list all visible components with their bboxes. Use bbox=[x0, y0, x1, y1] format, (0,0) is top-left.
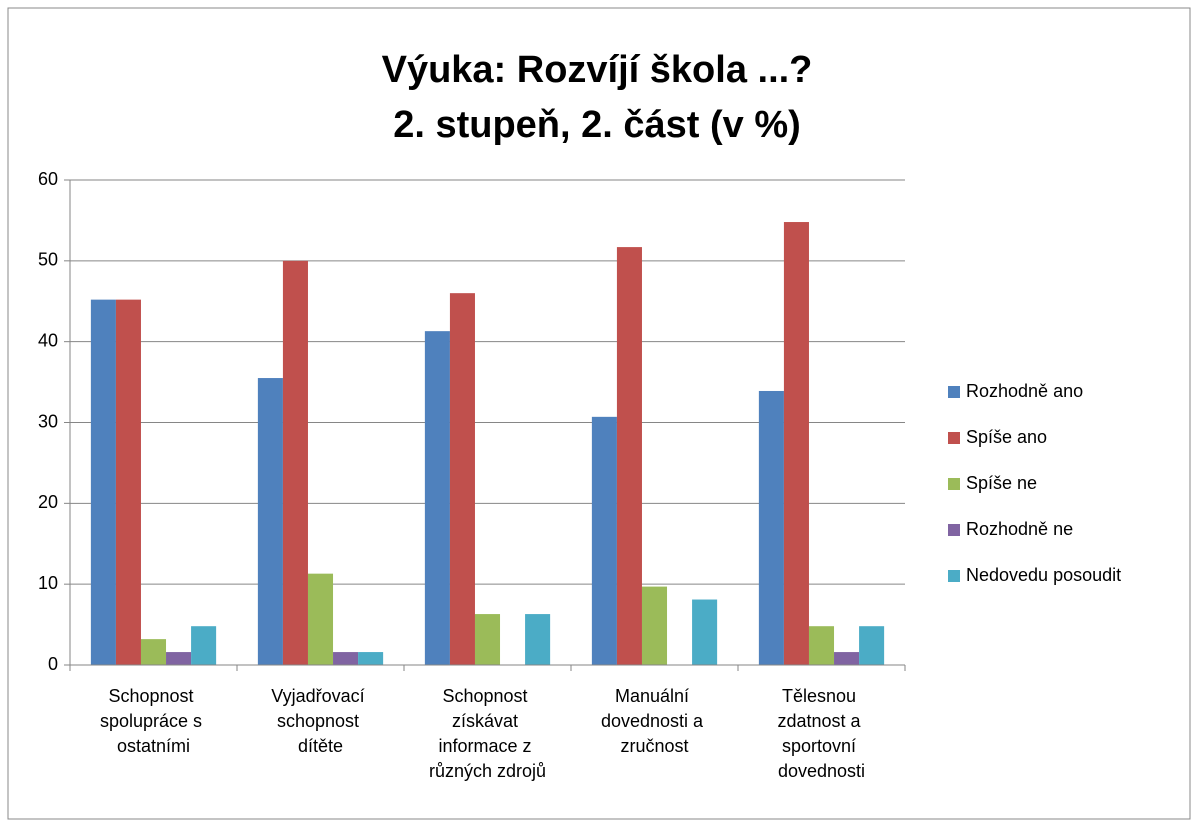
bar bbox=[525, 614, 551, 665]
x-tick-label: Schopnost spolupráce s ostatními bbox=[100, 686, 207, 756]
bar bbox=[616, 247, 642, 665]
legend-label: Rozhodně ano bbox=[966, 381, 1083, 401]
bar bbox=[90, 299, 116, 665]
bar bbox=[758, 390, 784, 665]
x-tick-label: Tělesnou zdatnost a sportovní dovednosti bbox=[777, 686, 865, 781]
bar bbox=[641, 586, 668, 665]
y-tick-label: 30 bbox=[38, 411, 58, 431]
x-tick-label: Manuální dovednosti a zručnost bbox=[601, 686, 708, 756]
legend-swatch bbox=[948, 386, 960, 398]
bar bbox=[783, 222, 809, 666]
y-tick-label: 40 bbox=[38, 330, 58, 350]
y-tick-label: 10 bbox=[38, 573, 58, 593]
y-tick-label: 20 bbox=[38, 492, 58, 512]
bar bbox=[358, 652, 384, 665]
legend-label: Rozhodně ne bbox=[966, 519, 1073, 539]
bar bbox=[449, 293, 475, 665]
bar bbox=[166, 652, 192, 665]
x-tick-label-line: různých zdrojů bbox=[429, 761, 546, 781]
chart-subtitle: 2. stupeň, 2. část (v %) bbox=[393, 104, 801, 146]
legend-label: Spíše ano bbox=[966, 427, 1047, 447]
legend-swatch bbox=[948, 524, 960, 536]
x-tick-label-line: dovednosti a bbox=[601, 711, 708, 731]
bar bbox=[140, 639, 167, 665]
x-tick-label-line: získávat bbox=[452, 711, 523, 731]
bar bbox=[591, 416, 617, 665]
legend-label: Nedovedu posoudit bbox=[966, 565, 1121, 585]
x-tick-label-line: Tělesnou bbox=[782, 686, 861, 706]
x-tick-label-line: Manuální bbox=[615, 686, 694, 706]
x-tick-label-line: ostatními bbox=[117, 736, 190, 756]
bar bbox=[859, 626, 885, 665]
x-tick-label-line: dovednosti bbox=[778, 761, 865, 781]
legend-swatch bbox=[948, 432, 960, 444]
bar bbox=[307, 573, 334, 665]
x-tick-label-line: schopnost bbox=[277, 711, 364, 731]
chart-title: Výuka: Rozvíjí škola ...? bbox=[382, 49, 813, 91]
x-tick-label-line: spolupráce s bbox=[100, 711, 207, 731]
y-tick-label: 50 bbox=[38, 250, 58, 270]
legend-label: Spíše ne bbox=[966, 473, 1037, 493]
bar bbox=[191, 626, 217, 665]
chart-frame bbox=[7, 7, 1191, 820]
x-tick-label-line: zručnost bbox=[620, 736, 688, 756]
x-tick-label-line: dítěte bbox=[298, 736, 343, 756]
bar bbox=[834, 652, 860, 665]
bar bbox=[692, 599, 718, 665]
y-tick-label: 60 bbox=[38, 169, 58, 189]
bar bbox=[282, 260, 308, 665]
bar bbox=[808, 626, 835, 665]
x-tick-label-line: zdatnost a bbox=[777, 711, 865, 731]
x-tick-label-line: Schopnost bbox=[108, 686, 198, 706]
x-tick-label-line: Schopnost bbox=[442, 686, 532, 706]
y-tick-label: 0 bbox=[48, 654, 58, 674]
bar bbox=[333, 652, 359, 665]
bar bbox=[424, 331, 450, 665]
x-tick-label: Vyjadřovací schopnost dítěte bbox=[271, 686, 369, 756]
x-tick-label: Schopnost získávat informace z různých z… bbox=[429, 686, 546, 781]
x-tick-label-line: sportovní bbox=[782, 736, 861, 756]
x-tick-label-line: informace z bbox=[438, 736, 536, 756]
bar bbox=[115, 299, 141, 665]
legend-swatch bbox=[948, 478, 960, 490]
bar bbox=[474, 614, 501, 665]
x-tick-label-line: Vyjadřovací bbox=[271, 686, 369, 706]
legend-swatch bbox=[948, 570, 960, 582]
bar bbox=[257, 378, 283, 665]
